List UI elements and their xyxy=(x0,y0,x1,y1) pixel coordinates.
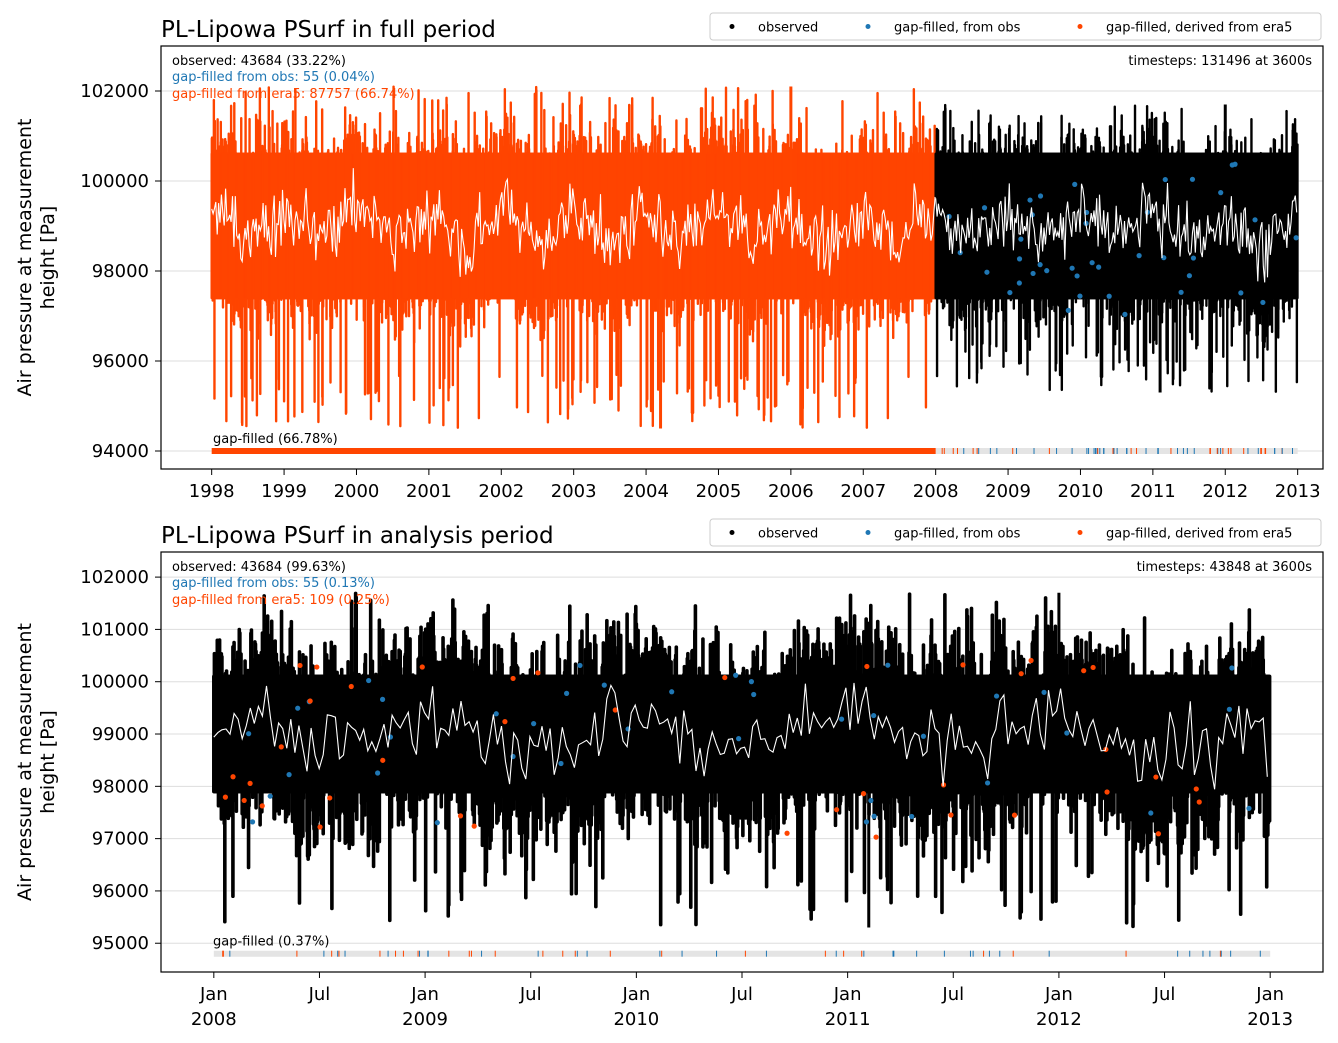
chart-panel-0: gap-filled (66.78%)940009600098000100000… xyxy=(14,12,1324,502)
data-layer xyxy=(210,85,1299,454)
